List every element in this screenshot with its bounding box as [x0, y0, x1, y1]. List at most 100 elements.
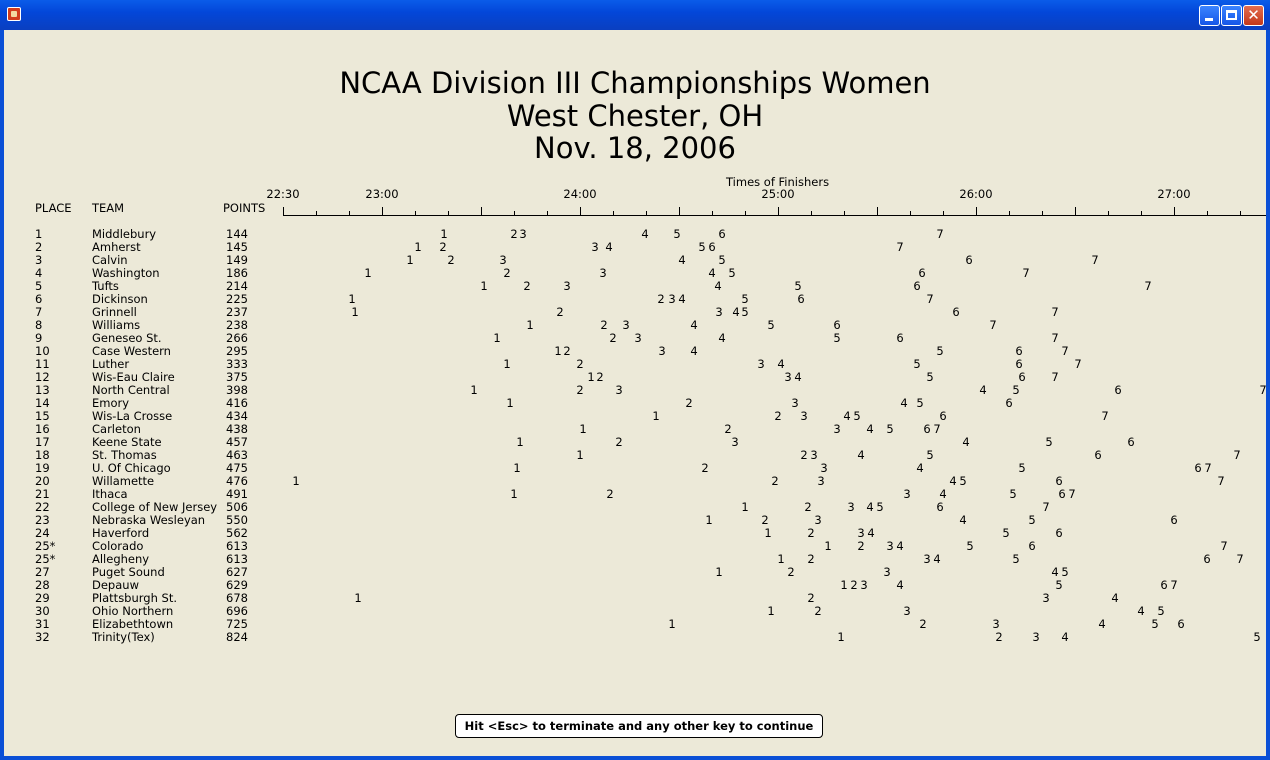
finisher-marker: 7 — [1042, 500, 1050, 514]
finisher-marker: 1 — [777, 552, 785, 566]
title-bar[interactable]: ✕ — [0, 0, 1270, 30]
team-row: 16 Carleton 438 1 2 3 4 5 6 7 — [0, 423, 1270, 436]
finisher-marker: 6 — [896, 331, 904, 345]
team-name: Tufts — [92, 279, 119, 293]
finisher-marker: 6 — [833, 318, 841, 332]
finisher-marker: 4 — [866, 422, 874, 436]
finisher-marker: 3 — [715, 305, 723, 319]
team-row: 19 U. Of Chicago 475 1 2 3 4 5 6 7 — [0, 462, 1270, 475]
finisher-marker: 5 — [673, 227, 681, 241]
finisher-marker: 3 — [615, 383, 623, 397]
finisher-marker: 5 — [876, 500, 884, 514]
axis-tick — [1108, 211, 1109, 215]
tick-label: 22:30 — [266, 187, 300, 201]
finisher-marker: 3 — [731, 435, 739, 449]
team-name: Wis-La Crosse — [92, 409, 173, 423]
team-row: 13 North Central 398 1 2 3 4 5 6 7 — [0, 384, 1270, 397]
finisher-marker: 7 — [1217, 474, 1225, 488]
finisher-marker: 4 — [867, 526, 875, 540]
axis-tick — [316, 211, 317, 215]
finisher-marker: 2 — [919, 617, 927, 631]
team-name: Plattsburgh St. — [92, 591, 178, 605]
axis-tick — [514, 211, 515, 215]
finisher-marker: 6 — [708, 240, 716, 254]
axis-tick — [745, 211, 746, 215]
app-icon[interactable] — [7, 7, 21, 21]
finisher-marker: 7 — [1051, 305, 1059, 319]
team-row: 4 Washington 186 1 2 3 4 5 6 7 — [0, 267, 1270, 280]
team-points: 725 — [226, 617, 248, 631]
team-name: College of New Jersey — [92, 500, 218, 514]
finisher-marker: 3 — [814, 513, 822, 527]
finisher-marker: 1 — [579, 422, 587, 436]
axis-tick — [1009, 211, 1010, 215]
finisher-marker: 6 — [1194, 461, 1202, 475]
finisher-marker: 6 — [936, 500, 944, 514]
finisher-marker: 1 — [652, 409, 660, 423]
finisher-marker: 3 — [817, 474, 825, 488]
finisher-marker: 6 — [952, 305, 960, 319]
finisher-marker: 4 — [959, 513, 967, 527]
finisher-marker: 2 — [615, 435, 623, 449]
team-points: 186 — [226, 266, 248, 280]
finisher-marker: 6 — [1203, 552, 1211, 566]
team-name: Nebraska Wesleyan — [92, 513, 206, 527]
finisher-marker: 1 — [480, 279, 488, 293]
axis-tick — [646, 211, 647, 215]
finisher-marker: 6 — [1005, 396, 1013, 410]
finisher-marker: 3 — [634, 331, 642, 345]
axis-tick — [910, 211, 911, 215]
axis-tick — [976, 207, 977, 215]
finisher-marker: 3 — [833, 422, 841, 436]
finisher-marker: 1 — [668, 617, 676, 631]
tick-label: 26:00 — [959, 187, 993, 201]
team-points: 457 — [226, 435, 248, 449]
finisher-marker: 5 — [916, 396, 924, 410]
finisher-marker: 6 — [1094, 448, 1102, 462]
finisher-marker: 4 — [1051, 565, 1059, 579]
team-row: 29 Plattsburgh St. 678 1 2 3 4 — [0, 592, 1270, 605]
team-name: St. Thomas — [92, 448, 157, 462]
finisher-marker: 6 — [1055, 474, 1063, 488]
finisher-marker: 2 — [510, 227, 518, 241]
finisher-marker: 5 — [1061, 565, 1069, 579]
finisher-marker: 5 — [926, 448, 934, 462]
team-name: Amherst — [92, 240, 141, 254]
finisher-marker: 1 — [351, 305, 359, 319]
finisher-marker: 1 — [554, 344, 562, 358]
finisher-marker: 7 — [1061, 344, 1069, 358]
team-points: 476 — [226, 474, 248, 488]
minimize-button[interactable] — [1199, 5, 1220, 26]
finisher-marker: 2 — [807, 526, 815, 540]
team-points: 613 — [226, 552, 248, 566]
finisher-marker: 2 — [563, 344, 571, 358]
page-title-line-1: NCAA Division III Championships Women — [339, 66, 931, 100]
close-button[interactable]: ✕ — [1243, 5, 1264, 26]
continue-prompt[interactable]: Hit <Esc> to terminate and any other key… — [455, 714, 823, 738]
finisher-marker: 5 — [1002, 526, 1010, 540]
axis-tick — [712, 211, 713, 215]
team-row: 20 Willamette 476 1 2 3 4 5 6 7 — [0, 475, 1270, 488]
team-place: 32 — [35, 630, 50, 644]
finisher-marker: 3 — [800, 409, 808, 423]
finisher-marker: 6 — [923, 422, 931, 436]
team-points: 238 — [226, 318, 248, 332]
finisher-marker: 7 — [1259, 383, 1267, 397]
team-name: Wis-Eau Claire — [92, 370, 175, 384]
finisher-marker: 3 — [860, 578, 868, 592]
finisher-marker: 6 — [1114, 383, 1122, 397]
finisher-marker: 4 — [714, 279, 722, 293]
finisher-marker: 1 — [406, 253, 414, 267]
maximize-button[interactable] — [1221, 5, 1242, 26]
team-row: 32 Trinity(Tex) 824 1 2 3 4 5 — [0, 631, 1270, 644]
finisher-marker: 4 — [843, 409, 851, 423]
finisher-marker: 7 — [1068, 487, 1076, 501]
finisher-marker: 3 — [519, 227, 527, 241]
finisher-marker: 6 — [1018, 370, 1026, 384]
finisher-marker: 1 — [503, 357, 511, 371]
team-points: 225 — [226, 292, 248, 306]
team-row: 11 Luther 333 1 2 3 4 5 6 7 — [0, 358, 1270, 371]
team-place: 12 — [35, 370, 50, 384]
finisher-marker: 7 — [1022, 266, 1030, 280]
finisher-marker: 6 — [918, 266, 926, 280]
